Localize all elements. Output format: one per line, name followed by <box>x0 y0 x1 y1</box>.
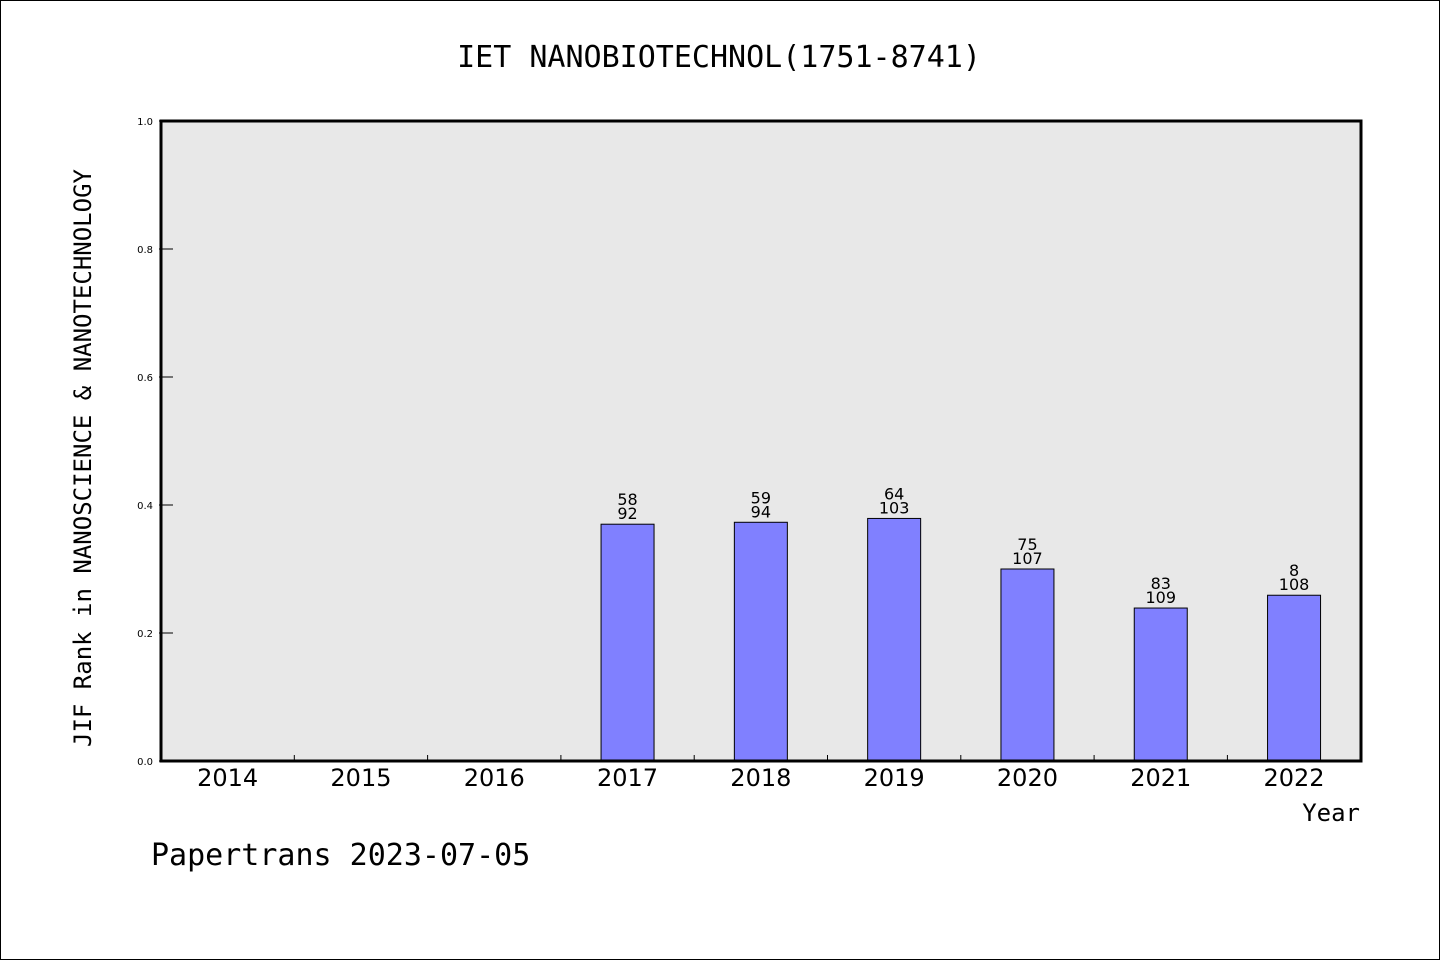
bar-2020 <box>1000 568 1055 762</box>
x-axis-ticks: 2014 2015 2016 2017 2018 2019 2020 2021 2022 <box>197 755 1325 792</box>
y-tick-label: 0.6 <box>137 373 153 384</box>
bar-2022 <box>1267 594 1322 762</box>
bar-series <box>600 517 1322 762</box>
bar-2017 <box>600 523 655 762</box>
x-tick-label: 2018 <box>730 764 791 792</box>
plot-border <box>159 119 1363 763</box>
watermark-text: Papertrans 2023-07-05 <box>151 838 530 873</box>
total-label-2019: 103 <box>879 498 910 517</box>
rank-label-2018: 59 <box>751 488 771 507</box>
x-tick-label: 2022 <box>1264 764 1325 792</box>
y-tick-label: 0.0 <box>137 757 153 768</box>
total-label-2017: 92 <box>617 504 637 523</box>
total-label-2020: 107 <box>1012 549 1043 568</box>
y-tick-label: 0.8 <box>137 245 153 256</box>
x-tick-label: 2021 <box>1130 764 1191 792</box>
chart-title: IET NANOBIOTECHNOL(1751-8741) <box>457 40 981 75</box>
total-label-2018: 94 <box>751 502 771 521</box>
x-tick-label: 2014 <box>197 764 258 792</box>
y-tick-label: 1.0 <box>137 117 153 128</box>
x-tick-label: 2019 <box>864 764 925 792</box>
bar-2019 <box>867 517 922 762</box>
x-axis-label: Year <box>1302 799 1360 827</box>
rank-label-2019: 64 <box>884 484 904 503</box>
x-tick-label: 2017 <box>597 764 658 792</box>
total-label-2021: 109 <box>1145 588 1176 607</box>
x-tick-label: 2015 <box>330 764 391 792</box>
total-label-2022: 108 <box>1279 575 1310 594</box>
rank-label-2021: 83 <box>1151 574 1171 593</box>
rank-label-2022: 8 <box>1289 561 1299 580</box>
x-tick-label: 2016 <box>464 764 525 792</box>
y-axis-label: JIF Rank in NANOSCIENCE & NANOTECHNOLOGY <box>69 168 97 747</box>
rank-label-2020: 75 <box>1017 535 1037 554</box>
x-tick-label: 2020 <box>997 764 1058 792</box>
bar-2021 <box>1133 607 1188 762</box>
y-tick-label: 0.4 <box>137 501 153 512</box>
y-tick-label: 0.2 <box>137 629 153 640</box>
bar-2018 <box>733 521 788 762</box>
rank-label-2017: 58 <box>617 490 637 509</box>
